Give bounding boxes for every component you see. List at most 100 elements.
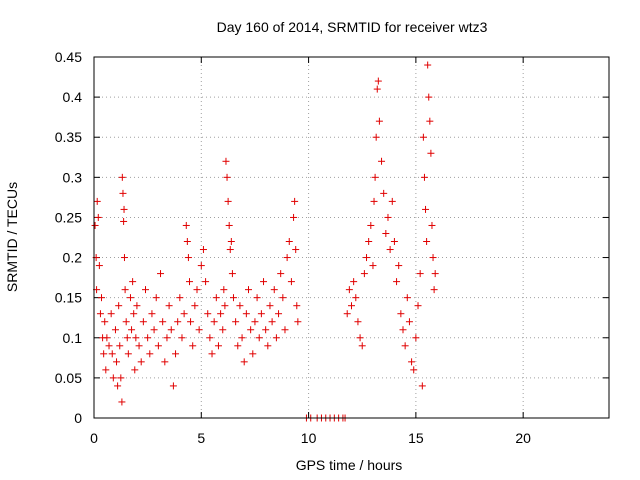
data-point — [236, 302, 244, 310]
data-point — [260, 278, 268, 286]
x-tick-label: 15 — [408, 430, 424, 446]
grid-layer — [94, 57, 609, 418]
data-point — [101, 318, 109, 326]
ticks-layer: 0 5 10 15 20 0 0.05 0.1 0.15 0.2 0.25 0.3 0.35 0.4 0.4… — [55, 49, 609, 446]
data-point — [185, 278, 193, 286]
data-point — [202, 278, 210, 286]
data-point — [123, 334, 131, 342]
data-point — [370, 197, 378, 205]
data-point — [167, 326, 175, 334]
data-point — [367, 221, 375, 229]
plot-frame — [93, 56, 610, 419]
data-point — [371, 173, 379, 181]
data-point — [95, 262, 103, 270]
data-point — [348, 302, 355, 310]
y-tick-label: 0.15 — [55, 290, 82, 306]
data-point — [178, 334, 186, 342]
data-point — [204, 310, 212, 318]
data-point — [386, 246, 394, 254]
y-tick-label: 0.2 — [63, 250, 83, 266]
data-point — [287, 278, 295, 286]
data-point — [229, 294, 237, 302]
data-point — [255, 334, 263, 342]
data-point — [94, 213, 102, 221]
data-point — [293, 302, 301, 310]
data-point — [180, 310, 188, 318]
data-points — [91, 61, 439, 422]
data-point — [122, 318, 130, 326]
data-point — [395, 262, 403, 270]
data-point — [422, 205, 430, 213]
data-point — [154, 342, 162, 350]
data-point — [416, 270, 424, 278]
data-point — [374, 77, 382, 85]
data-point — [430, 286, 438, 294]
data-point — [345, 286, 353, 294]
data-point — [120, 217, 128, 225]
data-point — [279, 294, 287, 302]
data-point — [130, 310, 138, 318]
data-point — [111, 326, 119, 334]
data-point — [187, 318, 195, 326]
data-point — [197, 262, 205, 270]
data-point — [131, 366, 139, 374]
data-point — [157, 270, 165, 278]
data-point — [431, 270, 439, 278]
data-point — [114, 382, 122, 390]
data-point — [264, 342, 272, 350]
data-point — [206, 334, 214, 342]
data-point — [222, 157, 230, 165]
data-point — [290, 213, 298, 221]
data-point — [277, 270, 285, 278]
y-tick-label: 0.4 — [63, 89, 83, 105]
data-point — [176, 294, 184, 302]
data-point — [266, 302, 274, 310]
x-tick-label: 0 — [90, 430, 98, 446]
data-point — [119, 189, 127, 197]
data-point — [161, 358, 169, 366]
data-point — [169, 382, 177, 390]
data-point — [172, 350, 180, 358]
data-point — [195, 326, 203, 334]
data-point — [118, 398, 126, 406]
data-point — [423, 238, 431, 246]
data-point — [96, 310, 104, 318]
data-point — [232, 318, 240, 326]
data-point — [126, 294, 134, 302]
data-point — [227, 238, 235, 246]
data-point — [120, 254, 128, 262]
data-point — [356, 334, 364, 342]
data-point — [105, 342, 113, 350]
y-tick-label: 0.45 — [55, 49, 82, 65]
data-point — [294, 318, 302, 326]
data-point — [425, 93, 433, 101]
data-point — [363, 254, 371, 262]
data-point — [380, 189, 388, 197]
y-tick-label: 0.35 — [55, 129, 82, 145]
data-point — [285, 238, 293, 246]
data-point — [369, 262, 377, 270]
data-point — [224, 197, 232, 205]
chart-title: Day 160 of 2014, SRMTID for receiver wtz… — [217, 19, 488, 35]
data-point — [373, 85, 381, 93]
data-point — [354, 318, 362, 326]
data-point — [428, 221, 436, 229]
data-point — [242, 310, 250, 318]
data-point — [100, 350, 108, 358]
x-tick-label: 20 — [515, 430, 531, 446]
x-tick-label: 10 — [301, 430, 317, 446]
data-point — [148, 310, 156, 318]
data-point — [117, 374, 125, 382]
x-axis-label: GPS time / hours — [296, 457, 403, 473]
data-point — [214, 342, 222, 350]
data-point — [133, 302, 141, 310]
data-point — [352, 294, 360, 302]
data-point — [220, 286, 228, 294]
data-point — [272, 334, 280, 342]
data-point — [388, 197, 396, 205]
data-point — [378, 157, 386, 165]
data-point — [372, 133, 380, 141]
data-point — [91, 221, 99, 229]
data-point — [412, 334, 420, 342]
data-point — [182, 221, 190, 229]
